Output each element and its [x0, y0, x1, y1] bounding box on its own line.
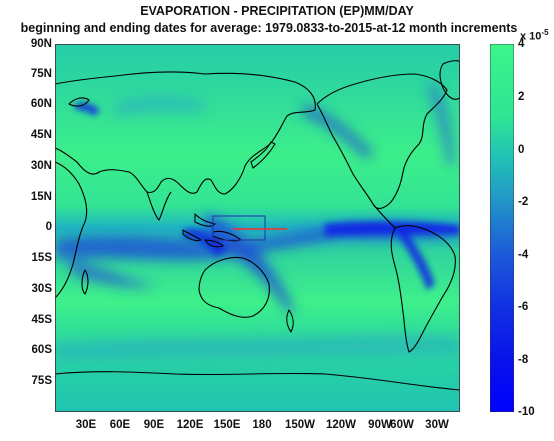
colorbar-tick-m2: -2 — [518, 196, 529, 208]
lat-label-15n: 15N — [30, 191, 52, 203]
lon-label-60e: 60E — [109, 419, 131, 431]
chart-subtitle: beginning and ending dates for average: … — [20, 21, 518, 35]
lon-label-120e: 120E — [176, 419, 204, 431]
map-frame — [55, 44, 460, 412]
colorbar — [490, 44, 514, 412]
very-wet-regions — [75, 102, 460, 290]
lat-label-0: 0 — [45, 221, 52, 233]
lon-label-30w: 30W — [425, 419, 449, 431]
coastlines — [55, 60, 460, 391]
chart-title: EVAPORATION - PRECIPITATION (EP)MM/DAY — [140, 4, 414, 18]
colorbar-tick-m8: -8 — [518, 354, 529, 366]
colorbar-tick-4: 4 — [518, 38, 525, 50]
lat-label-75s: 75S — [31, 375, 52, 387]
colorbar-gradient — [490, 44, 514, 412]
colorbar-tick-2: 2 — [518, 91, 525, 103]
analysis-box — [212, 215, 266, 241]
lat-label-60n: 60N — [30, 98, 52, 110]
lat-label-15s: 15S — [31, 252, 52, 264]
lat-label-45s: 45S — [31, 314, 52, 326]
lon-label-90w: 90W — [368, 419, 392, 431]
lat-label-90n: 90N — [30, 38, 52, 50]
lat-label-30s: 30S — [31, 283, 52, 295]
colorbar-tick-m6: -6 — [518, 301, 529, 313]
lat-label-75n: 75N — [30, 68, 52, 80]
ep-map — [55, 44, 460, 412]
colorbar-exponent: x 10-5 — [520, 28, 549, 43]
lon-label-120w: 120W — [325, 419, 357, 431]
lon-label-150e: 150E — [213, 419, 241, 431]
lat-label-60s: 60S — [31, 344, 52, 356]
lon-label-60w: 60W — [390, 419, 414, 431]
colorbar-tick-0: 0 — [518, 144, 525, 156]
lat-label-45n: 45N — [30, 129, 52, 141]
lon-label-30e: 30E — [75, 419, 97, 431]
colorbar-tick-m10: -10 — [518, 406, 535, 418]
lon-label-180: 180 — [252, 419, 272, 431]
lon-label-150w: 150W — [284, 419, 316, 431]
lat-label-30n: 30N — [30, 160, 52, 172]
lon-label-90e: 90E — [143, 419, 165, 431]
colorbar-tick-m4: -4 — [518, 249, 529, 261]
